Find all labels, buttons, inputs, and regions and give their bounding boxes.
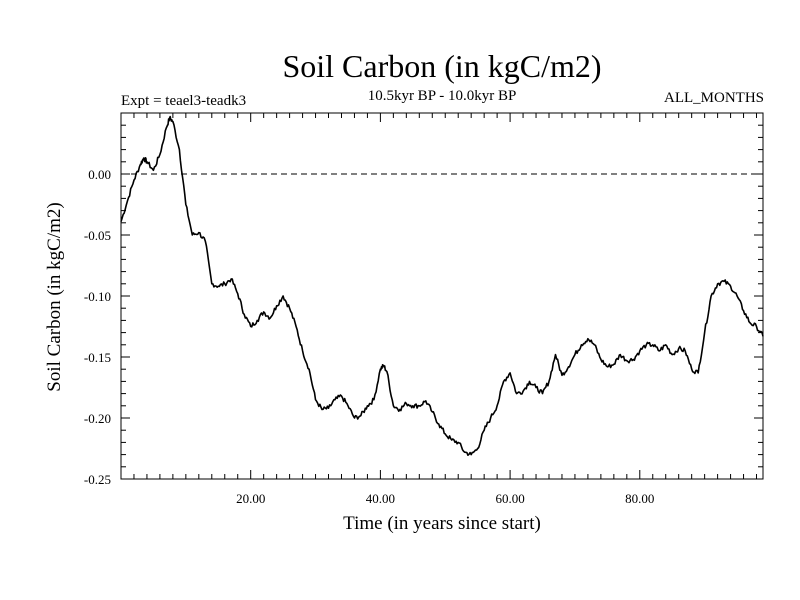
y-tick-label: -0.25 (84, 472, 111, 487)
axis-ticks (121, 112, 763, 480)
x-tick-label: 60.00 (495, 491, 524, 506)
plot-frame (120, 112, 764, 480)
y-tick-label: -0.05 (84, 228, 111, 243)
experiment-annotation: Expt = teael3-teadk3 (121, 93, 246, 109)
x-tick-label: 40.00 (366, 491, 395, 506)
x-tick-label: 20.00 (236, 491, 265, 506)
y-tick-label: -0.10 (84, 289, 111, 304)
chart-title: Soil Carbon (in kgC/m2) (282, 48, 601, 84)
months-annotation: ALL_MONTHS (664, 90, 764, 106)
x-axis-label: Time (in years since start) (343, 513, 541, 534)
y-tick-label: -0.15 (84, 350, 111, 365)
soil-carbon-series-line (120, 115, 764, 456)
chart-subtitle: 10.5kyr BP - 10.0kyr BP (368, 88, 517, 104)
y-axis-label: Soil Carbon (in kgC/m2) (44, 202, 65, 391)
tick-labels: 20.00 40.00 60.00 80.00 0.00 -0.05 -0.10 -0.15 -… (84, 167, 655, 506)
y-tick-label: 0.00 (88, 167, 111, 182)
y-tick-label: -0.20 (84, 411, 111, 426)
x-tick-label: 80.00 (625, 491, 654, 506)
